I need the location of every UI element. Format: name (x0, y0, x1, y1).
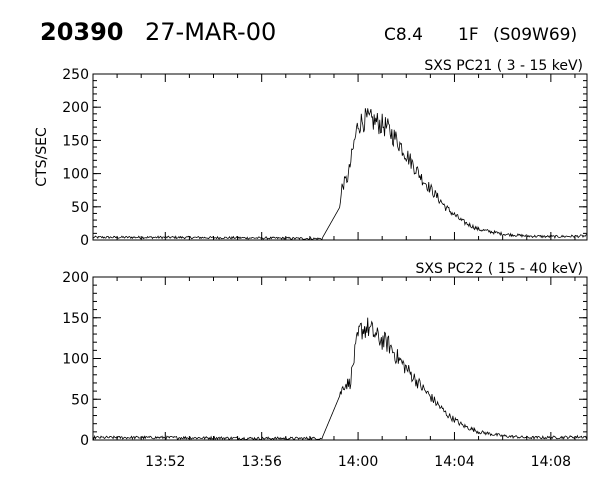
y-tick-label: 250 (62, 67, 89, 83)
event-date: 27-MAR-00 (145, 18, 276, 46)
y-tick-label: 150 (62, 133, 89, 149)
x-tick-label: 14:08 (531, 454, 571, 470)
y-axis-label: CTS/SEC (34, 127, 50, 187)
y-tick-label: 0 (80, 433, 89, 449)
panel-title: SXS PC22 ( 15 - 40 keV) (415, 261, 583, 277)
plot-frame (92, 73, 588, 241)
goes-class: C8.4 (384, 25, 423, 45)
series-line (92, 108, 588, 241)
y-tick-label: 100 (62, 167, 89, 183)
optical-class: 1F (458, 25, 479, 45)
y-tick-label: 50 (71, 200, 89, 216)
plot-panels: 0 50 100 150 200 250 SXS PC21 ( 3 - 15 keV) CTS… (34, 58, 588, 470)
panel-title: SXS PC21 ( 3 - 15 keV) (424, 58, 583, 74)
x-tick-label: 13:56 (242, 454, 282, 470)
flare-location: (S09W69) (493, 25, 577, 45)
x-tick-label: 13:52 (145, 454, 185, 470)
y-tick-label: 50 (71, 392, 89, 408)
event-number: 20390 (40, 18, 124, 46)
x-tick-label: 14:04 (434, 454, 474, 470)
y-tick-label: 150 (62, 311, 89, 327)
series-line (92, 317, 588, 441)
y-tick-label: 0 (80, 233, 89, 249)
y-tick-label: 200 (62, 100, 89, 116)
y-tick-label: 200 (62, 270, 89, 286)
y-tick-label: 100 (62, 352, 89, 368)
plot-frame (92, 276, 588, 441)
x-tick-label: 14:00 (338, 454, 378, 470)
